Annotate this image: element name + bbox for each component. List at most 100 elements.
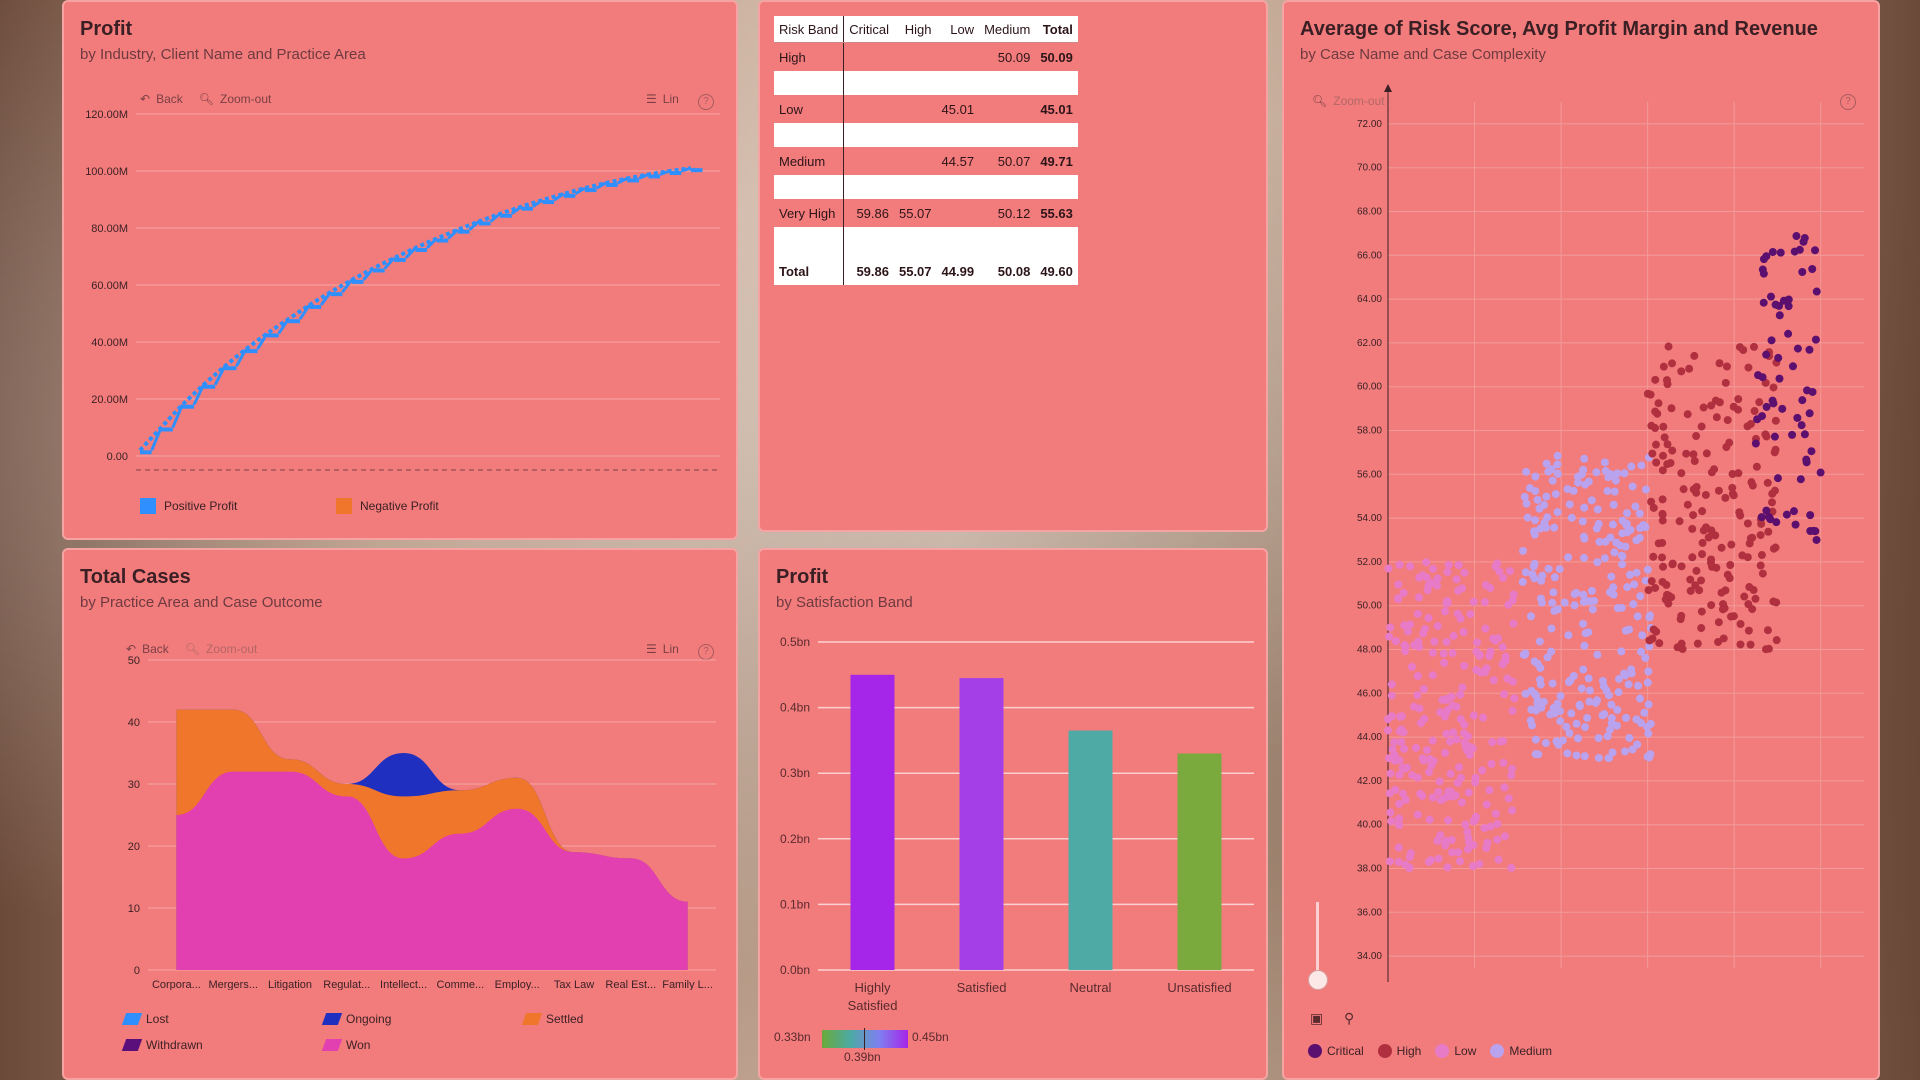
- scatter-point-low: [1428, 671, 1437, 680]
- scatter-point-medium: [1523, 513, 1532, 522]
- scatter-point-medium: [1632, 536, 1641, 545]
- column-header[interactable]: Medium: [979, 16, 1036, 43]
- scatter-point-low: [1399, 588, 1408, 597]
- scatter-point-low: [1425, 815, 1434, 824]
- scatter-point-high: [1677, 469, 1686, 478]
- scatter-point-high: [1654, 539, 1663, 548]
- column-header[interactable]: Low: [936, 16, 980, 43]
- column-header[interactable]: Total: [1035, 16, 1078, 43]
- scatter-point-critical: [1798, 396, 1807, 405]
- lasso-icon[interactable]: ⚲: [1344, 1010, 1355, 1026]
- back-icon[interactable]: ↶: [126, 642, 137, 656]
- column-header[interactable]: Risk Band: [774, 16, 845, 43]
- scatter-point-high: [1717, 543, 1726, 552]
- lin-button[interactable]: Lin: [662, 92, 679, 106]
- legend-item-low[interactable]: Low: [1435, 1044, 1476, 1058]
- scatter-point-medium: [1550, 709, 1559, 718]
- zoom-slider-handle[interactable]: [1308, 970, 1328, 990]
- zoom-out-icon[interactable]: 🔍︎: [184, 642, 200, 656]
- scatter-point-medium: [1607, 700, 1616, 709]
- legend-item-lost[interactable]: Lost: [121, 1012, 324, 1026]
- legend-negative-profit[interactable]: Negative Profit: [336, 498, 439, 514]
- list-icon[interactable]: ☰: [646, 642, 657, 656]
- scatter-toolbar: 🔍︎ Zoom-out: [1312, 94, 1385, 108]
- scatter-point-high: [1652, 458, 1661, 467]
- legend-dot: [1490, 1044, 1505, 1058]
- scatter-point-low: [1449, 728, 1458, 737]
- y-tick-label: 62.00: [1357, 338, 1382, 349]
- legend-dot: [1308, 1044, 1322, 1058]
- scatter-point-high: [1707, 401, 1716, 410]
- total-cases-legend: Lost Ongoing Settled Withdrawn Won: [121, 1012, 724, 1052]
- scatter-point-medium: [1583, 714, 1592, 723]
- scatter-point-low: [1415, 642, 1424, 651]
- table-cell: 44.57: [941, 153, 975, 169]
- table-row[interactable]: Low 45.01 45.01: [774, 95, 1078, 123]
- scatter-point-high: [1697, 422, 1706, 431]
- legend-label: Critical: [1327, 1044, 1364, 1058]
- page-title: Total Cases: [80, 566, 191, 588]
- scatter-point-medium: [1579, 590, 1588, 599]
- scatter-point-high: [1689, 511, 1698, 520]
- scatter-point-low: [1395, 799, 1404, 808]
- legend-item-ongoing[interactable]: Ongoing: [321, 1012, 524, 1026]
- scatter-point-medium: [1609, 500, 1618, 509]
- column-header[interactable]: Critical: [843, 16, 894, 43]
- scatter-point-critical: [1793, 413, 1802, 422]
- zoom-out-button[interactable]: Zoom-out: [205, 642, 258, 656]
- legend-item-critical[interactable]: Critical: [1308, 1044, 1364, 1058]
- x-tick-label: Corpora...: [152, 979, 201, 990]
- scatter-point-low: [1415, 573, 1424, 582]
- scatter-point-high: [1690, 351, 1699, 360]
- zoom-out-button[interactable]: Zoom-out: [219, 92, 272, 106]
- legend-item-won[interactable]: Won: [321, 1038, 524, 1052]
- zoom-out-button[interactable]: Zoom-out: [1333, 94, 1385, 108]
- x-tick-label: Unsatisfied: [1167, 980, 1231, 995]
- x-tick-label: Litigation: [268, 979, 312, 990]
- help-icon[interactable]: ?: [698, 94, 714, 110]
- legend-label: Negative Profit: [360, 499, 439, 513]
- scatter-point-medium: [1550, 523, 1559, 532]
- legend-positive-profit[interactable]: Positive Profit: [140, 498, 237, 514]
- table-row[interactable]: Medium 44.57 50.07 49.71: [774, 147, 1078, 175]
- y-tick-label: 120.00M: [85, 109, 128, 121]
- scatter-point-low: [1475, 651, 1484, 660]
- zoom-slider-track[interactable]: [1316, 902, 1319, 982]
- profit-step: [669, 171, 682, 175]
- list-icon[interactable]: ☰: [646, 92, 657, 106]
- scatter-point-high: [1649, 503, 1658, 512]
- legend-item-medium[interactable]: Medium: [1490, 1044, 1552, 1058]
- legend-item-settled[interactable]: Settled: [521, 1012, 724, 1026]
- image-icon[interactable]: ▣: [1310, 1010, 1324, 1026]
- scatter-point-low: [1487, 759, 1496, 768]
- back-button[interactable]: Back: [156, 92, 183, 106]
- scatter-point-critical: [1811, 246, 1820, 255]
- back-icon[interactable]: ↶: [140, 92, 151, 106]
- table-row[interactable]: High 50.09 50.09: [774, 42, 1078, 71]
- scatter-point-low: [1499, 573, 1508, 582]
- legend-item-high[interactable]: High: [1377, 1044, 1421, 1058]
- zoom-out-icon[interactable]: 🔍︎: [198, 92, 214, 106]
- scatter-point-low: [1494, 855, 1503, 864]
- column-header[interactable]: High: [893, 16, 937, 43]
- y-tick-label: 0.5bn: [780, 635, 810, 649]
- y-tick-label: 0.00: [107, 451, 128, 463]
- total-row[interactable]: Total 59.86 55.07 44.99 50.08 49.60: [774, 227, 1078, 285]
- help-icon[interactable]: ?: [1840, 94, 1856, 110]
- scatter-point-medium: [1578, 517, 1587, 526]
- profit-line: [138, 166, 692, 452]
- scatter-point-low: [1505, 567, 1514, 576]
- scatter-point-low: [1424, 581, 1433, 590]
- legend-item-withdrawn[interactable]: Withdrawn: [121, 1038, 324, 1052]
- scatter-point-medium: [1627, 669, 1636, 678]
- scatter-point-low: [1508, 596, 1517, 605]
- table-row[interactable]: Very High 59.86 55.07 50.12 55.63: [774, 199, 1078, 227]
- scatter-point-medium: [1533, 495, 1542, 504]
- zoom-out-icon[interactable]: 🔍︎: [1312, 94, 1328, 108]
- profit-step: [203, 384, 216, 389]
- back-button[interactable]: Back: [142, 642, 169, 656]
- profit-step: [224, 366, 237, 371]
- legend-swatch: [321, 1013, 343, 1025]
- scatter-point-medium: [1532, 706, 1541, 715]
- lin-button[interactable]: Lin: [662, 642, 679, 656]
